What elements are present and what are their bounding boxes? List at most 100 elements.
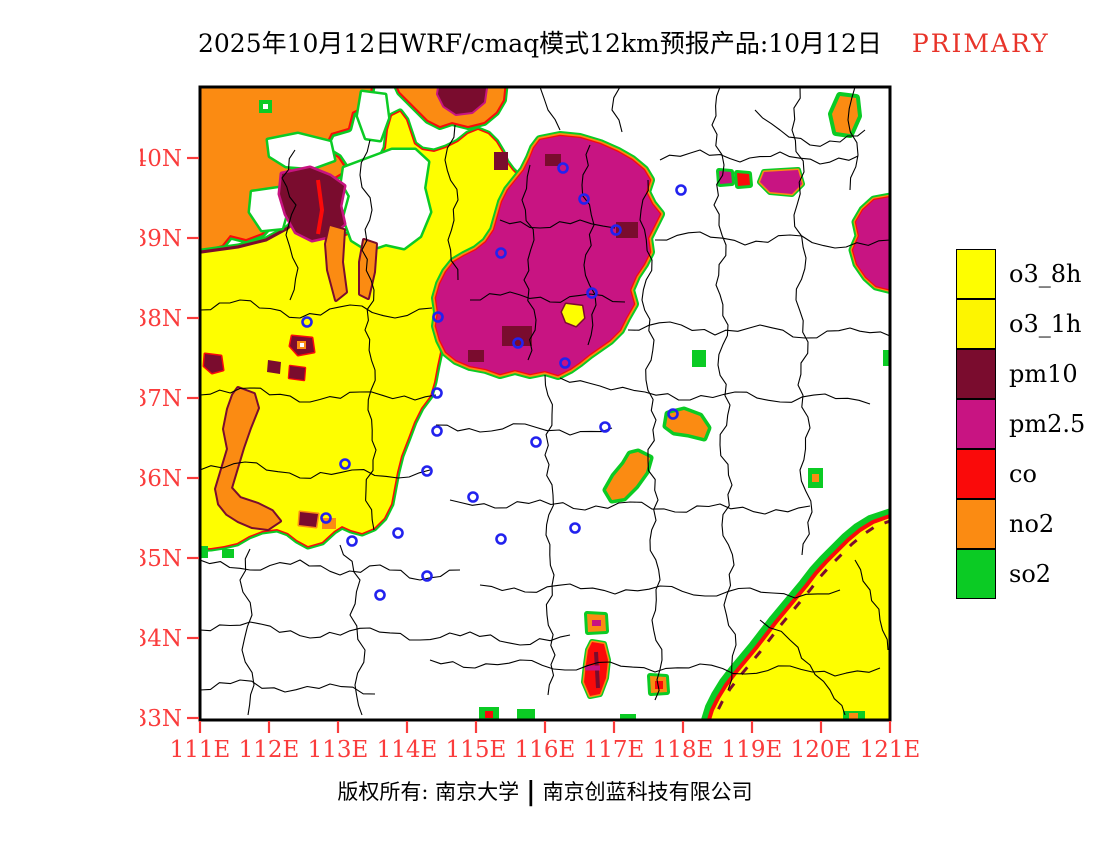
y-axis-label: 33N	[140, 706, 182, 732]
province-boundary-23	[759, 619, 846, 716]
y-axis-label: 38N	[140, 306, 182, 332]
y-axis-label: 34N	[140, 626, 182, 652]
legend-item-co: co	[956, 448, 1085, 499]
province-boundary-10	[581, 144, 597, 346]
city-marker-1	[578, 193, 590, 205]
legend-item-so2: so2	[956, 548, 1085, 599]
city-marker-4	[586, 287, 598, 299]
map-svg: 111E 112E 113E 114E 115E 116E 117E 118E 119E 120E…	[133, 85, 921, 763]
legend-swatch-o3_1h	[956, 298, 996, 349]
copyright-footer: 版权所有: 南京大学 | 南京创蓝科技有限公司	[200, 776, 890, 807]
city-marker-19	[495, 533, 507, 545]
city-marker-23	[667, 408, 679, 420]
legend-item-pm2.5: pm2.5	[956, 398, 1085, 449]
y-axis-label: 36N	[140, 466, 182, 492]
x-axis-label: 112E	[239, 737, 300, 760]
streak-co-pm10	[316, 179, 324, 235]
legend-label: o3_1h	[1009, 310, 1082, 338]
province-boundary-30	[239, 548, 255, 716]
legend-label: no2	[1009, 510, 1055, 538]
strip-no2-west	[216, 388, 280, 529]
patch-bottom-b	[517, 709, 535, 720]
patch-pm10-m3	[616, 222, 638, 238]
footer-right: 南京创蓝科技有限公司	[542, 780, 753, 804]
patch-left-a	[200, 546, 208, 558]
patch-notch-b	[322, 518, 336, 529]
hole-o3-in-pm25	[562, 304, 584, 326]
hole-white-nw2	[250, 188, 288, 230]
core-small-top	[592, 620, 601, 626]
region-o3-west	[200, 112, 524, 549]
province-boundary-11	[639, 179, 663, 701]
legend-label: pm10	[1009, 360, 1078, 388]
city-marker-0	[557, 162, 569, 174]
band-so2-diagonal	[701, 508, 890, 720]
legend-swatch-pm10	[956, 348, 996, 399]
legend-swatch-co	[956, 448, 996, 499]
patch-pm10-m5	[468, 350, 484, 362]
province-boundary-4	[200, 621, 571, 646]
province-boundary-2	[200, 461, 431, 479]
province-boundary-5	[200, 679, 376, 695]
city-marker-21	[374, 589, 386, 601]
region-no2-northwest	[200, 87, 371, 252]
city-marker-17	[467, 491, 479, 503]
province-boundary-12	[711, 87, 737, 691]
city-marker-15	[431, 425, 443, 437]
province-boundary-3	[200, 559, 461, 581]
patch-pm10-m4	[502, 326, 532, 346]
province-boundary-17	[627, 321, 890, 339]
province-boundary-1	[200, 387, 437, 403]
province-boundary-24	[854, 559, 889, 651]
city-marker-5	[512, 337, 524, 349]
hole-white-center-north	[342, 150, 430, 250]
province-boundary-21	[479, 583, 841, 599]
x-axis-label: 120E	[791, 737, 852, 760]
title-tag: PRIMARY	[911, 29, 1050, 58]
city-marker-10	[339, 458, 351, 470]
province-boundary-9	[521, 164, 537, 361]
province-boundary-20	[449, 499, 811, 515]
core-white-square-nw	[263, 104, 268, 109]
page-title: 2025年10月12日WRF/cmaq模式12km预报产品:10月12日 PRIM…	[198, 24, 1058, 60]
province-boundary-15	[659, 149, 859, 165]
province-boundary-13	[791, 87, 813, 556]
province-boundary-19	[435, 423, 613, 436]
city-marker-2	[610, 224, 622, 236]
city-marker-6	[559, 357, 571, 369]
province-boundary-29	[339, 544, 366, 716]
core-co-dot	[655, 681, 663, 689]
x-axis-label: 114E	[377, 737, 438, 760]
province-boundary-6	[281, 149, 299, 301]
x-axis-label: 121E	[860, 737, 921, 760]
city-marker-11	[320, 512, 332, 524]
province-boundary-28	[544, 374, 556, 696]
y-axis-label: 35N	[140, 546, 182, 572]
province-boundary-8	[444, 124, 459, 281]
province-boundary-26	[539, 87, 561, 131]
region-pm25-east-edge	[853, 197, 890, 290]
province-boundary-14	[847, 87, 859, 191]
legend-item-o3_1h: o3_1h	[956, 298, 1085, 349]
city-marker-18	[530, 436, 542, 448]
province-boundary-32	[499, 219, 616, 229]
legend-swatch-o3_8h	[956, 248, 996, 299]
province-boundary-16	[654, 231, 890, 249]
patch-pm10-top	[438, 87, 487, 114]
footer-left: 版权所有: 南京大学	[337, 780, 520, 804]
legend-item-no2: no2	[956, 498, 1085, 549]
patch-pm10-m2	[545, 154, 561, 166]
patch-no2-northeast	[832, 96, 858, 134]
patch-so2-right-edge	[883, 350, 890, 366]
city-marker-16	[421, 465, 433, 477]
city-marker-24	[569, 522, 581, 534]
forecast-map: 111E 112E 113E 114E 115E 116E 117E 118E 119E 120E…	[133, 60, 950, 763]
band-pm10-diagonal	[714, 519, 890, 715]
legend-label: co	[1009, 460, 1037, 488]
x-axis-label: 118E	[653, 737, 714, 760]
core-no2-right	[812, 474, 819, 482]
x-axis-label: 113E	[308, 737, 369, 760]
province-boundary-22	[429, 659, 881, 677]
patch-spot-b	[737, 173, 750, 186]
